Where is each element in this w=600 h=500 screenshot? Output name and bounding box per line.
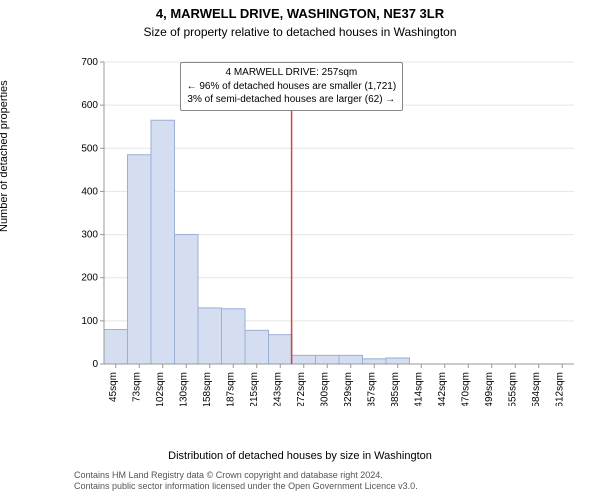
callout-line3: 3% of semi-detached houses are larger (6… [187, 93, 397, 107]
svg-text:499sqm: 499sqm [484, 372, 495, 406]
svg-text:400: 400 [81, 186, 98, 197]
svg-text:130sqm: 130sqm [178, 372, 189, 406]
svg-text:102sqm: 102sqm [155, 372, 166, 406]
svg-text:500: 500 [81, 143, 98, 154]
svg-text:100: 100 [81, 316, 98, 327]
attribution-line2: Contains public sector information licen… [74, 481, 578, 492]
svg-text:300: 300 [81, 230, 98, 241]
x-axis-label: Distribution of detached houses by size … [0, 450, 600, 462]
svg-text:45sqm: 45sqm [108, 372, 119, 402]
svg-text:215sqm: 215sqm [249, 372, 260, 406]
svg-text:470sqm: 470sqm [460, 372, 471, 406]
attribution-line1: Contains HM Land Registry data © Crown c… [74, 470, 578, 481]
svg-text:329sqm: 329sqm [343, 372, 354, 406]
attribution: Contains HM Land Registry data © Crown c… [74, 470, 578, 492]
svg-text:700: 700 [81, 58, 98, 68]
svg-text:414sqm: 414sqm [413, 372, 424, 406]
svg-text:187sqm: 187sqm [225, 372, 236, 406]
svg-text:357sqm: 357sqm [366, 372, 377, 406]
svg-text:243sqm: 243sqm [272, 372, 283, 406]
svg-text:300sqm: 300sqm [319, 372, 330, 406]
chart-title: 4, MARWELL DRIVE, WASHINGTON, NE37 3LR [0, 6, 600, 23]
y-axis-label: Number of detached properties [0, 80, 10, 232]
svg-text:555sqm: 555sqm [507, 372, 518, 406]
svg-text:272sqm: 272sqm [296, 372, 307, 406]
svg-text:442sqm: 442sqm [437, 372, 448, 406]
chart-subtitle: Size of property relative to detached ho… [0, 25, 600, 39]
callout-line1: 4 MARWELL DRIVE: 257sqm [187, 66, 397, 80]
callout-box: 4 MARWELL DRIVE: 257sqm ← 96% of detache… [180, 62, 404, 111]
svg-text:600: 600 [81, 100, 98, 111]
svg-text:612sqm: 612sqm [554, 372, 565, 406]
chart-wrap: 4, MARWELL DRIVE, WASHINGTON, NE37 3LR S… [0, 0, 600, 500]
svg-text:200: 200 [81, 273, 98, 284]
callout-line2: ← 96% of detached houses are smaller (1,… [187, 80, 397, 94]
svg-text:158sqm: 158sqm [202, 372, 213, 406]
svg-text:73sqm: 73sqm [131, 372, 142, 402]
svg-text:0: 0 [92, 359, 98, 370]
svg-text:385sqm: 385sqm [390, 372, 401, 406]
svg-text:584sqm: 584sqm [531, 372, 542, 406]
